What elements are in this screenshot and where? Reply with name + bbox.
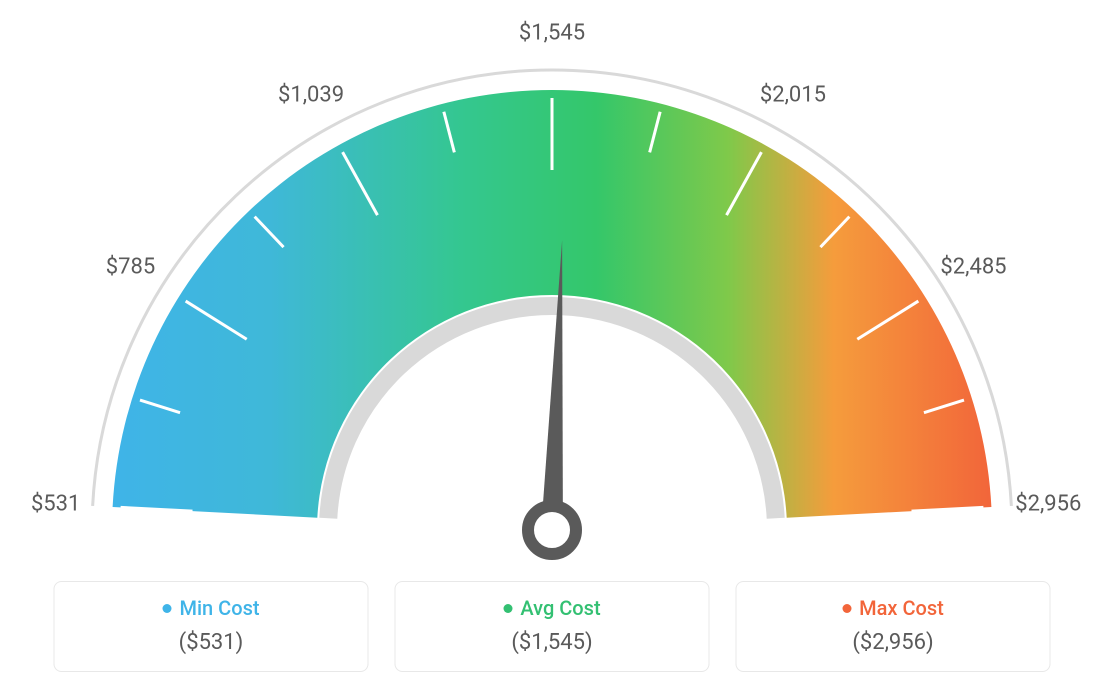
legend-row: Min Cost ($531) Avg Cost ($1,545) Max Co…: [54, 581, 1051, 672]
legend-dot-max: [842, 604, 851, 613]
gauge-chart: $531$785$1,039$1,545$2,015$2,485$2,956: [52, 30, 1052, 570]
gauge-svg: [52, 30, 1052, 590]
legend-value-min: ($531): [179, 630, 244, 655]
gauge-tick-label: $2,015: [760, 83, 826, 108]
legend-value-avg: ($1,545): [511, 630, 592, 655]
gauge-tick-label: $1,039: [278, 83, 344, 108]
legend-card-min: Min Cost ($531): [54, 581, 369, 672]
legend-card-max: Max Cost ($2,956): [736, 581, 1051, 672]
legend-value-max: ($2,956): [852, 630, 933, 655]
gauge-tick-label: $2,485: [940, 254, 1006, 279]
gauge-tick-label: $531: [31, 491, 80, 516]
legend-dot-avg: [503, 604, 512, 613]
gauge-tick-label: $1,545: [519, 21, 585, 46]
gauge-tick-label: $2,956: [1015, 491, 1081, 516]
legend-title-max: Max Cost: [859, 596, 944, 620]
legend-title-min: Min Cost: [179, 596, 259, 620]
legend-title-avg: Avg Cost: [520, 596, 600, 620]
legend-dot-min: [162, 604, 171, 613]
legend-card-avg: Avg Cost ($1,545): [395, 581, 710, 672]
gauge-tick-label: $785: [106, 254, 155, 279]
